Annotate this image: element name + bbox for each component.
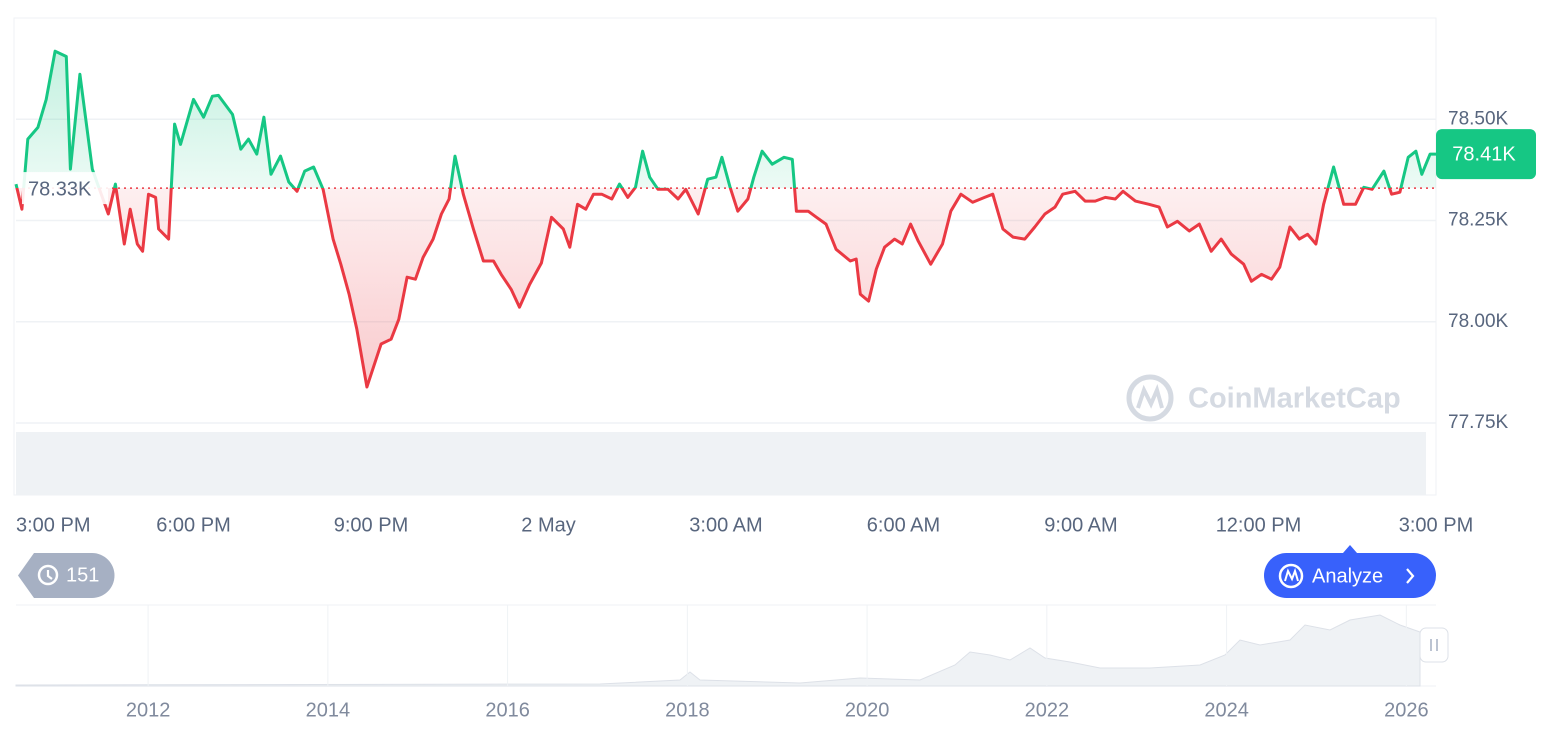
y-tick-label: 78.25K	[1448, 210, 1509, 231]
navigator-year: 2020	[845, 699, 890, 721]
y-tick-label: 78.50K	[1448, 108, 1509, 129]
current-price-label: 78.41K	[1452, 143, 1516, 165]
baseline-label-bg	[22, 172, 108, 205]
history-badge[interactable]: 151	[18, 553, 115, 598]
navigator-year: 2016	[485, 699, 530, 721]
watermark-text: CoinMarketCap	[1188, 383, 1401, 415]
x-tick-label: 3:00 AM	[689, 514, 762, 536]
navigator-year: 2014	[306, 699, 351, 721]
navigator-area	[15, 614, 1421, 687]
x-tick-label: 3:00 PM	[16, 514, 90, 536]
y-tick-label: 78.00K	[1448, 311, 1509, 332]
current-price-badge	[1436, 129, 1536, 180]
x-tick-label: 6:00 AM	[867, 514, 940, 536]
navigator-year: 2018	[665, 699, 710, 721]
history-count: 151	[66, 564, 99, 586]
x-tick-label: 9:00 AM	[1044, 514, 1117, 536]
x-tick-label: 12:00 PM	[1216, 514, 1302, 536]
x-tick-label: 6:00 PM	[156, 514, 230, 536]
navigator: 2012 2014 2016 2018 2020 2022 2024 2026	[15, 604, 1449, 721]
baseline-label: 78.33K	[28, 178, 92, 200]
x-tick-label: 9:00 PM	[334, 514, 408, 536]
x-tick-label: 2 May	[521, 514, 575, 536]
analyze-label: Analyze	[1312, 565, 1383, 587]
navigator-year: 2026	[1384, 699, 1429, 721]
x-tick-label: 3:00 PM	[1399, 514, 1473, 536]
navigator-year: 2022	[1025, 699, 1070, 721]
price-line	[14, 49, 1436, 389]
watermark: CoinMarketCap	[1126, 374, 1401, 422]
navigator-handle[interactable]	[1419, 627, 1449, 663]
navigator-year: 2012	[126, 699, 171, 721]
navigator-year: 2024	[1204, 699, 1249, 721]
volume-area	[16, 432, 1426, 495]
y-tick-label: 77.75K	[1448, 412, 1509, 433]
price-area	[16, 51, 1436, 387]
analyze-button[interactable]: Analyze	[1264, 545, 1436, 598]
